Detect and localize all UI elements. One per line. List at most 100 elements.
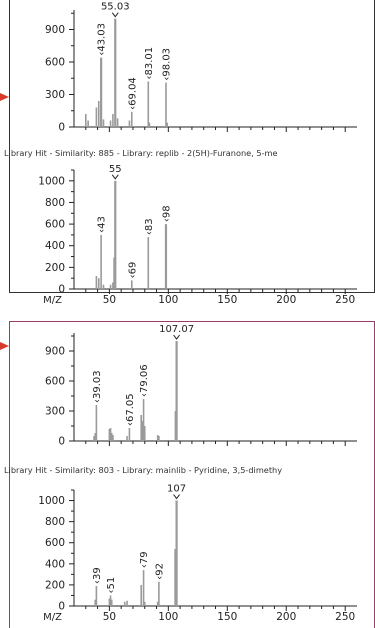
pointer-arrow-icon xyxy=(0,93,9,101)
y-tick-label: 1000 xyxy=(38,175,65,187)
spectrum-peak xyxy=(126,436,128,441)
spectrum-peak xyxy=(126,600,128,606)
spectrum-peak xyxy=(175,341,178,441)
spectrum-peak xyxy=(143,601,146,606)
peak-marker-icon xyxy=(111,174,119,180)
y-tick-label: 300 xyxy=(45,406,65,418)
spectrum-peak xyxy=(110,599,113,606)
y-tick-label: 900 xyxy=(45,346,65,358)
spectrum-peak xyxy=(174,549,177,606)
pointer-arrow-icon xyxy=(0,342,9,350)
spectrum-peak xyxy=(158,581,160,606)
y-tick-label: 0 xyxy=(58,122,65,134)
spectrum-peak xyxy=(174,411,177,441)
peak-label: ‹39.03 xyxy=(92,370,103,403)
peak-label: ‹83.01 xyxy=(144,47,155,80)
spectrum-peak xyxy=(166,122,168,127)
x-tick-label: 100 xyxy=(158,294,178,306)
peak-label: 107 xyxy=(167,484,186,495)
x-tick-label: 250 xyxy=(335,294,355,306)
spectrum-peak xyxy=(109,284,112,289)
spectrum-peak xyxy=(164,224,168,289)
spectrum-peak xyxy=(123,601,126,606)
y-tick-label: 800 xyxy=(45,516,65,528)
spectrum-peak xyxy=(95,107,98,127)
peak-marker-icon xyxy=(173,494,180,500)
peak-label: ‹69 xyxy=(127,262,138,279)
spectrum-peak xyxy=(158,436,160,441)
y-tick-label: 300 xyxy=(45,89,65,101)
peak-label: ‹79 xyxy=(139,551,150,568)
peak-label: ‹98.03 xyxy=(161,48,172,81)
y-tick-label: 0 xyxy=(58,284,65,296)
x-tick-label: 200 xyxy=(276,294,296,306)
spectrum-peak xyxy=(112,114,114,127)
spectrum-peak xyxy=(156,601,159,606)
spectrum-peak xyxy=(97,278,100,289)
spectrum-peak xyxy=(143,426,146,441)
spectrum-peak xyxy=(95,276,98,289)
spectrum-peak xyxy=(109,428,112,441)
spectrum-peak xyxy=(84,114,87,127)
spectrum-peak xyxy=(110,433,113,441)
spectrum-peak xyxy=(141,421,144,441)
y-tick-label: 800 xyxy=(45,197,65,209)
peak-label: ‹83 xyxy=(144,218,155,235)
spectrum-peak xyxy=(100,234,102,289)
peak-marker-icon xyxy=(173,334,180,340)
spectrum-peak xyxy=(147,81,150,127)
spectrum-peak xyxy=(102,119,105,127)
x-tick-label: 100 xyxy=(158,611,178,623)
peak-label: 55 xyxy=(109,164,122,175)
spectrum-peak xyxy=(109,595,112,606)
spectrum-peak xyxy=(147,237,150,289)
x-axis-title: M/Z xyxy=(43,612,62,623)
x-tick-label: 200 xyxy=(276,611,296,623)
y-tick-label: 400 xyxy=(45,558,65,570)
peak-marker-icon xyxy=(111,12,119,18)
spectrum-peak xyxy=(140,584,143,606)
spectrum-peak xyxy=(175,500,178,606)
spectrum-peak xyxy=(108,429,111,441)
x-tick-label: 50 xyxy=(103,294,116,306)
y-tick-label: 900 xyxy=(45,24,65,36)
peak-label: ‹69.04 xyxy=(127,77,138,110)
y-tick-label: 600 xyxy=(45,537,65,549)
y-tick-label: 200 xyxy=(45,262,65,274)
spectrum-peak xyxy=(97,101,100,127)
x-tick-label: 250 xyxy=(335,611,355,623)
x-tick-label: 150 xyxy=(217,611,237,623)
peak-label: ‹51 xyxy=(106,577,117,594)
peak-label: ‹67.05 xyxy=(125,393,136,426)
x-axis-title: M/Z xyxy=(43,295,62,306)
spectrum-peak xyxy=(95,405,98,441)
y-tick-label: 600 xyxy=(45,219,65,231)
spectrum-peak xyxy=(108,598,111,606)
spectrum-peak xyxy=(128,428,131,441)
spectrum-peak xyxy=(109,120,112,127)
peak-label: ‹98 xyxy=(161,205,172,222)
spectrum-peak xyxy=(142,399,145,441)
spectrum-peak xyxy=(113,257,115,289)
spectrum-peak xyxy=(148,122,151,127)
spectrum-peak xyxy=(102,284,105,289)
y-tick-label: 400 xyxy=(45,240,65,252)
spectrum-peak xyxy=(100,57,103,127)
y-tick-label: 1000 xyxy=(38,495,65,507)
spectrum-peak xyxy=(165,82,167,127)
spectrum-peak xyxy=(114,18,117,128)
spectrum-peak xyxy=(112,435,114,441)
library-hit-label-1: Library Hit - Similarity: 885 - Library:… xyxy=(4,148,278,158)
y-tick-label: 600 xyxy=(45,57,65,69)
x-tick-label: 150 xyxy=(217,294,237,306)
spectrum-peak xyxy=(93,436,95,441)
y-tick-label: 0 xyxy=(58,436,65,448)
x-tick-label: 50 xyxy=(103,611,116,623)
peak-label: ‹79.06 xyxy=(139,364,150,397)
spectrum-peak xyxy=(142,570,145,606)
peak-label: ‹43 xyxy=(97,216,108,233)
spectrum-peak xyxy=(114,180,117,289)
peak-label: 55.03 xyxy=(101,2,130,13)
peak-label: ‹39 xyxy=(92,567,103,584)
